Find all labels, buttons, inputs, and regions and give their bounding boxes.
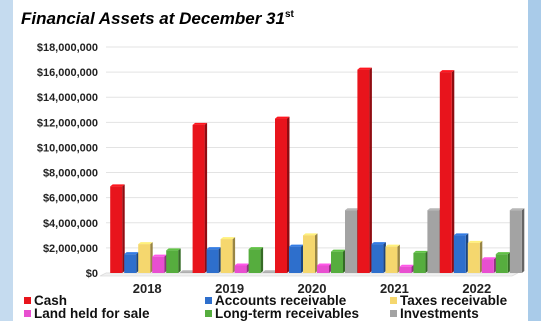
bar <box>234 263 250 273</box>
bar <box>180 270 195 273</box>
legend-swatch <box>205 310 212 317</box>
legend-item: Cash <box>24 293 67 308</box>
bar <box>357 67 372 273</box>
x-tick-label: 2018 <box>133 281 162 296</box>
bar <box>385 244 400 273</box>
legend-swatch <box>205 297 212 304</box>
legend-swatch <box>390 310 397 317</box>
y-tick-label: $8,000,000 <box>43 168 98 180</box>
bar <box>124 252 139 273</box>
bar <box>495 252 511 273</box>
legend: Cash Accounts receivable Taxes receivable L… <box>24 293 508 321</box>
bar <box>467 240 483 273</box>
bar <box>509 208 525 273</box>
bar <box>110 184 125 273</box>
bar <box>303 233 318 273</box>
legend-label: Taxes receivable <box>400 293 508 308</box>
legend-item: Land held for sale <box>24 306 150 321</box>
legend-item: Taxes receivable <box>390 293 508 308</box>
bar <box>399 264 414 273</box>
bars <box>110 67 525 273</box>
x-tick-label: 2019 <box>215 281 244 296</box>
bar <box>481 257 497 273</box>
x-axis-tick-labels: 2018 2019 2020 2021 2022 <box>133 281 492 296</box>
legend-swatch <box>390 297 397 304</box>
x-tick-label: 2022 <box>462 281 491 296</box>
bar <box>275 116 290 273</box>
bar <box>220 237 236 273</box>
bar <box>262 270 278 273</box>
legend-label: Cash <box>34 293 67 308</box>
chart-title-suffix: st <box>284 9 294 20</box>
y-tick-label: $18,000,000 <box>37 42 98 54</box>
x-tick-label: 2020 <box>298 281 327 296</box>
legend-swatch <box>24 297 31 304</box>
y-tick-label: $12,000,000 <box>37 117 98 129</box>
legend-label: Investments <box>400 306 479 321</box>
legend-swatch <box>24 310 31 317</box>
y-tick-label: $14,000,000 <box>37 92 98 104</box>
legend-label: Land held for sale <box>34 306 150 321</box>
chart-title: Financial Assets at December 31st <box>21 9 294 29</box>
bar <box>331 249 346 273</box>
y-tick-label: $16,000,000 <box>37 67 98 79</box>
y-tick-label: $4,000,000 <box>43 218 98 230</box>
window-edge <box>528 0 541 321</box>
y-tick-label: $6,000,000 <box>43 193 98 205</box>
plot-floor <box>99 272 519 277</box>
bar <box>152 254 167 273</box>
bar <box>453 233 469 273</box>
bar <box>166 248 181 273</box>
legend-label: Long-term receivables <box>215 306 359 321</box>
bar <box>371 242 386 273</box>
y-tick-label: $0 <box>86 268 98 280</box>
bar <box>345 208 360 273</box>
bar <box>192 122 208 273</box>
bar <box>439 70 455 273</box>
bar <box>206 247 222 273</box>
legend-label: Accounts receivable <box>215 293 347 308</box>
y-tick-label: $10,000,000 <box>37 142 98 154</box>
y-axis-tick-labels: $0 $2,000,000 $4,000,000 $6,000,000 $8,000,0… <box>37 42 98 280</box>
y-tick-label: $2,000,000 <box>43 243 98 255</box>
bar <box>317 263 332 273</box>
bar <box>289 244 304 273</box>
legend-item: Long-term receivables <box>205 306 359 321</box>
chart-title-text: Financial Assets at December 31 <box>21 9 285 28</box>
legend-item: Accounts receivable <box>205 293 347 308</box>
bar <box>138 242 153 273</box>
x-tick-label: 2021 <box>380 281 409 296</box>
bar <box>248 247 264 273</box>
legend-item: Investments <box>390 306 479 321</box>
bar <box>427 208 442 273</box>
bar <box>413 250 428 273</box>
